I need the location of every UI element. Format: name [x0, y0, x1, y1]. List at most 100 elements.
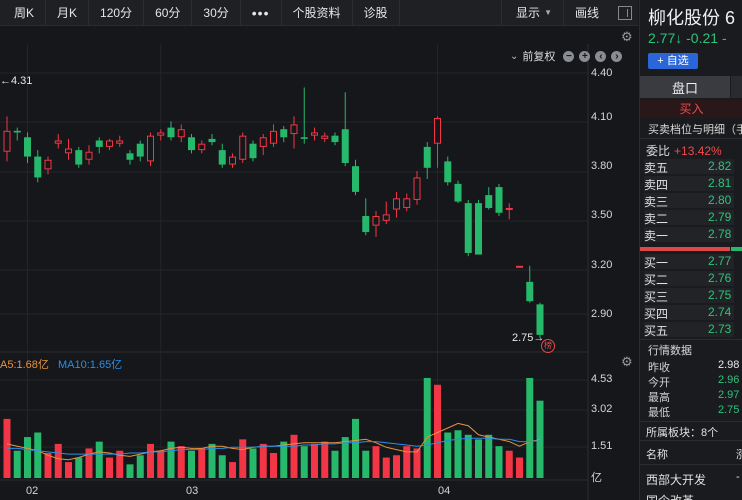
candle [44, 156, 52, 175]
volume-bar [75, 457, 83, 478]
volume-settings-gear-icon[interactable]: ⚙ [621, 354, 633, 369]
candle [423, 142, 431, 180]
kline-chart[interactable] [0, 0, 638, 500]
stock-profile-button[interactable]: 个股资料 [282, 0, 353, 25]
volume-bar [259, 443, 267, 478]
candle [505, 203, 513, 220]
zoom-in-icon[interactable]: + [579, 50, 591, 62]
ask-row[interactable]: 卖二 2.79 [644, 209, 742, 226]
tab-order-book[interactable]: 盘口 [640, 76, 730, 98]
stat-value: 2.96 [718, 374, 740, 386]
volume-unit-label: 亿 [591, 472, 602, 484]
down-arrow-icon: ↓ [675, 30, 683, 46]
sector-title: 所属板块：8个 [646, 427, 719, 439]
ask-level-label: 卖二 [644, 212, 669, 226]
candle-body [13, 130, 21, 133]
volume-bar [372, 446, 380, 478]
adjust-mode-label[interactable]: 前复权 [522, 51, 556, 63]
zoom-out-icon[interactable]: − [563, 50, 575, 62]
volume-bar [300, 446, 308, 478]
candle-body [24, 137, 31, 157]
bid-price: 2.77 [708, 254, 732, 268]
candle [13, 127, 21, 141]
volume-bar [208, 443, 216, 478]
candle-body [54, 140, 62, 144]
candle [403, 193, 411, 212]
candle [218, 143, 226, 168]
volume-bar [157, 450, 165, 478]
candle [413, 171, 421, 205]
sector-col-name: 名称 [646, 449, 668, 461]
candle-body [362, 215, 370, 233]
candle [536, 302, 544, 339]
bid-level-label: 买四 [644, 307, 669, 321]
ask-row[interactable]: 卖三 2.80 [644, 192, 742, 209]
bid-price: 2.75 [708, 288, 732, 302]
volume-bar [218, 455, 226, 478]
candle [95, 137, 103, 154]
bid-row[interactable]: 买四 2.74 [644, 304, 742, 321]
period-30min-button[interactable]: 30分 [192, 0, 241, 25]
stat-row: 最低 2.75 [648, 404, 742, 419]
add-watchlist-button[interactable]: + 自选 [648, 53, 698, 69]
candle-body [403, 198, 411, 208]
candle [300, 87, 308, 144]
candle-body [495, 187, 503, 213]
period-60min-button[interactable]: 60分 [144, 0, 193, 25]
ask-row[interactable]: 卖四 2.81 [644, 175, 742, 192]
candle [54, 134, 62, 149]
chart-settings-gear-icon[interactable]: ⚙ [621, 29, 633, 44]
tab-next[interactable] [731, 76, 742, 98]
period-120min-button[interactable]: 120分 [89, 0, 145, 25]
volume-bar [341, 437, 349, 478]
period-monthly-button[interactable]: 月K [46, 0, 90, 25]
volume-bar [34, 432, 42, 478]
volume-bar [423, 377, 431, 478]
bid-level-label: 买五 [644, 324, 669, 338]
sector-item[interactable]: 西部大开发 [646, 473, 707, 487]
more-periods-button[interactable]: ••• [241, 0, 282, 25]
candle [270, 124, 277, 147]
scroll-right-icon[interactable]: › [611, 50, 623, 62]
bid-price: 2.73 [708, 322, 732, 336]
buy-button[interactable]: 买入 [640, 100, 742, 118]
candle [444, 156, 452, 186]
chevron-down-icon[interactable]: ⌄ [510, 50, 519, 62]
candle-body [485, 195, 493, 208]
candle-body [259, 137, 267, 147]
period-weekly-button[interactable]: 周K [0, 0, 47, 25]
bid-row[interactable]: 买五 2.73 [644, 321, 742, 338]
candle-body [229, 156, 236, 165]
quote-side-panel: 柳化股份 6 2.77↓ -0.21 - + 自选 盘口 买入 买卖档位与明细（… [639, 0, 742, 500]
draw-line-button[interactable]: 画线 [562, 0, 610, 25]
sector-col-change: 涨 [736, 446, 742, 462]
ask-row[interactable]: 卖一 2.78 [644, 226, 742, 243]
display-menu-button[interactable]: 显示 ▼ [501, 0, 563, 25]
candle-body [434, 117, 441, 144]
ask-level-label: 卖五 [644, 161, 669, 175]
pct-change-partial: - [721, 30, 727, 46]
diagnose-button[interactable]: 诊股 [353, 0, 400, 25]
ask-level-label: 卖一 [644, 229, 669, 243]
bid-row[interactable]: 买二 2.76 [644, 270, 742, 287]
volume-bar [362, 450, 370, 478]
candle-body [270, 130, 277, 144]
collapse-panel-icon[interactable] [618, 5, 632, 20]
candle-body [106, 140, 113, 147]
volume-bar [352, 418, 359, 478]
rank-badge-icon[interactable]: 榜 [541, 339, 555, 353]
volume-bar [495, 446, 503, 478]
bid-row[interactable]: 买一 2.77 [644, 253, 742, 270]
candle [136, 140, 144, 162]
candle-body [372, 215, 380, 226]
ask-level-label: 卖四 [644, 178, 669, 192]
bid-ask-ratio-bar-red [640, 247, 730, 251]
ask-row[interactable]: 卖五 2.82 [644, 158, 742, 175]
candle-body [177, 129, 185, 138]
bid-ask-ratio-bar-green [731, 247, 742, 251]
volume-bar [516, 457, 523, 478]
sector-item[interactable]: 国企改革 [646, 492, 694, 500]
bid-row[interactable]: 买三 2.75 [644, 287, 742, 304]
volume-bar [270, 452, 277, 478]
scroll-left-icon[interactable]: ‹ [595, 50, 607, 62]
